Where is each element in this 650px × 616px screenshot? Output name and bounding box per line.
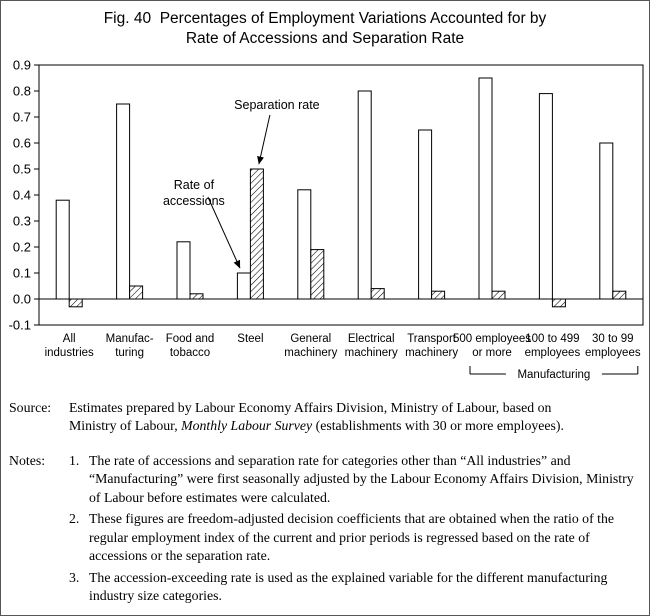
x-category-label: Manufac- xyxy=(106,333,154,345)
note-item-2: 2. These figures are freedom-adjusted de… xyxy=(69,510,641,565)
bar-chart: -0.1 0.0 0.1 0.2 0.3 0.4 0.5 0.6 0.7 0.8 0.9 All ind… xyxy=(9,57,644,381)
x-category-label: 30 to 99 xyxy=(592,333,634,345)
annotation-arrow-accessions xyxy=(207,196,241,269)
bar-separation-rate-7 xyxy=(491,290,506,300)
y-tick-label: 0.7 xyxy=(13,109,31,124)
x-category-label: machinery xyxy=(284,347,337,359)
source-text-line2-pre: Ministry of Labour, xyxy=(69,418,182,434)
bar-rate-of-accessions-3 xyxy=(236,272,251,300)
y-tick-label: 0.9 xyxy=(13,57,31,72)
bar-separation-rate-5 xyxy=(370,287,385,300)
bar-rate-of-accessions-8 xyxy=(538,92,553,300)
note-text: The accession-exceeding rate is used as … xyxy=(89,569,608,604)
bar-rate-of-accessions-9 xyxy=(599,142,614,300)
note-number: 2. xyxy=(69,511,80,527)
note-text: These figures are freedom-adjusted decis… xyxy=(89,511,614,564)
bracket-label: Manufacturing xyxy=(517,369,590,381)
x-category-label: All xyxy=(63,333,76,345)
x-category-label: or more xyxy=(472,347,512,359)
x-category-label: machinery xyxy=(405,347,458,359)
bar-rate-of-accessions-2 xyxy=(176,240,191,300)
note-number: 3. xyxy=(69,569,80,585)
note-number: 1. xyxy=(69,452,80,468)
figure-title: Fig. 40 Percentages of Employment Variat… xyxy=(1,1,649,49)
note-item-3: 3. The accession-exceeding rate is used … xyxy=(69,569,641,606)
x-category-label: industries xyxy=(45,347,94,359)
x-category-label: tobacco xyxy=(170,347,210,359)
source-text: Estimates prepared by Labour Economy Aff… xyxy=(69,399,641,436)
y-tick-label: 0.2 xyxy=(13,239,31,254)
y-tick-label: 0.0 xyxy=(13,291,31,306)
bar-rate-of-accessions-7 xyxy=(478,77,493,300)
annotation-separation-rate: Separation rate xyxy=(234,98,320,112)
x-category-label: Electrical xyxy=(348,333,395,345)
y-tick-label: 0.3 xyxy=(13,213,31,228)
x-category-label: employees xyxy=(525,347,581,359)
note-text: The rate of accessions and separation ra… xyxy=(89,452,634,505)
bar-rate-of-accessions-1 xyxy=(116,103,131,300)
annotation-rate-of-accessions: accessions xyxy=(163,194,225,208)
bar-separation-rate-8 xyxy=(551,298,566,307)
y-tick-label: -0.1 xyxy=(9,317,31,332)
bar-separation-rate-3 xyxy=(249,168,264,300)
y-tick-label: 0.5 xyxy=(13,161,31,176)
source-text-line1: Estimates prepared by Labour Economy Aff… xyxy=(69,399,552,415)
bar-separation-rate-1 xyxy=(129,285,144,300)
notes-list: 1. The rate of accessions and separation… xyxy=(69,452,641,609)
x-category-label: employees xyxy=(585,347,641,359)
bar-rate-of-accessions-5 xyxy=(357,90,372,300)
source-label: Source: xyxy=(9,399,52,415)
bar-rate-of-accessions-0 xyxy=(55,199,70,300)
figure-title-line2: Rate of Accessions and Separation Rate xyxy=(185,29,465,47)
notes-label: Notes: xyxy=(9,452,46,468)
x-category-label: machinery xyxy=(345,347,398,359)
y-tick-label: 0.4 xyxy=(13,187,31,202)
annotation-arrow-separation xyxy=(257,114,271,165)
bar-separation-rate-9 xyxy=(612,290,627,300)
bar-rate-of-accessions-6 xyxy=(418,129,433,300)
x-category-label: 100 to 499 xyxy=(525,333,579,345)
y-tick-label: 0.8 xyxy=(13,83,31,98)
notes-section: Notes: 1. The rate of accessions and sep… xyxy=(1,452,649,609)
bar-separation-rate-0 xyxy=(68,298,83,307)
x-category-label: General xyxy=(290,333,331,345)
bar-separation-rate-4 xyxy=(310,248,325,300)
x-category-label: Steel xyxy=(237,333,263,345)
y-tick-label: 0.6 xyxy=(13,135,31,150)
y-tick-label: 0.1 xyxy=(13,265,31,280)
annotation-rate-of-accessions: Rate of xyxy=(174,178,215,192)
source-text-line2-post: (establishments with 30 or more employee… xyxy=(312,418,564,434)
x-category-label: turing xyxy=(115,347,144,359)
bar-rate-of-accessions-4 xyxy=(297,188,312,300)
bar-separation-rate-6 xyxy=(431,290,446,300)
x-category-label: Transport xyxy=(407,333,457,345)
x-category-label: Food and xyxy=(166,333,215,345)
source-survey-title: Monthly Labour Survey xyxy=(181,418,313,434)
source-section: Source: Estimates prepared by Labour Eco… xyxy=(1,399,649,436)
figure-title-line1: Fig. 40 Percentages of Employment Variat… xyxy=(103,10,547,27)
note-item-1: 1. The rate of accessions and separation… xyxy=(69,452,641,507)
x-category-label: 500 employees xyxy=(453,333,531,345)
bar-separation-rate-2 xyxy=(189,292,204,300)
